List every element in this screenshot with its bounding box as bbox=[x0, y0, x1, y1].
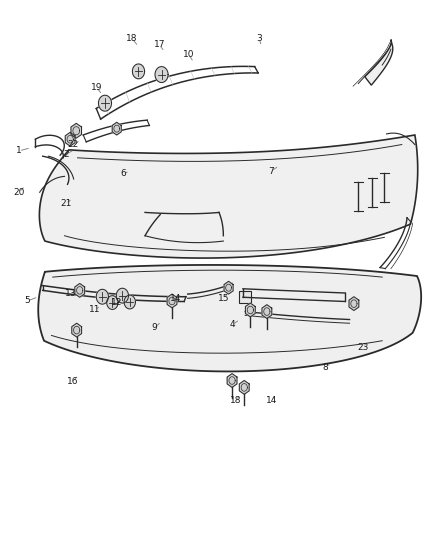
Text: 15: 15 bbox=[218, 294, 229, 303]
Text: 9: 9 bbox=[152, 323, 158, 332]
Polygon shape bbox=[245, 303, 255, 317]
Polygon shape bbox=[239, 381, 249, 394]
Text: 21: 21 bbox=[60, 199, 71, 208]
Polygon shape bbox=[96, 289, 109, 304]
Text: 16: 16 bbox=[67, 377, 78, 386]
Polygon shape bbox=[349, 297, 359, 311]
Polygon shape bbox=[224, 281, 233, 294]
Text: 18: 18 bbox=[230, 395, 241, 405]
Polygon shape bbox=[107, 296, 118, 310]
Polygon shape bbox=[155, 67, 168, 83]
Text: 10: 10 bbox=[183, 50, 194, 59]
Text: 12: 12 bbox=[111, 298, 122, 307]
Text: 6: 6 bbox=[120, 169, 126, 178]
Text: 22: 22 bbox=[67, 140, 79, 149]
Text: 19: 19 bbox=[91, 83, 102, 92]
Text: 11: 11 bbox=[89, 305, 101, 314]
Polygon shape bbox=[365, 39, 393, 85]
Bar bbox=[239, 291, 251, 303]
Polygon shape bbox=[132, 64, 145, 79]
Text: 7: 7 bbox=[268, 166, 274, 175]
Text: 18: 18 bbox=[126, 34, 138, 43]
Text: 2: 2 bbox=[63, 150, 69, 159]
Text: 20: 20 bbox=[13, 188, 25, 197]
Polygon shape bbox=[65, 132, 75, 146]
Polygon shape bbox=[99, 95, 112, 111]
Text: 3: 3 bbox=[256, 34, 262, 43]
Polygon shape bbox=[167, 294, 177, 308]
Text: 14: 14 bbox=[170, 294, 181, 303]
Polygon shape bbox=[71, 123, 81, 138]
Text: 1: 1 bbox=[16, 147, 21, 156]
Polygon shape bbox=[262, 305, 272, 318]
Text: 17: 17 bbox=[154, 41, 165, 50]
Polygon shape bbox=[227, 374, 237, 387]
Text: 23: 23 bbox=[357, 343, 368, 352]
Polygon shape bbox=[117, 288, 128, 303]
Polygon shape bbox=[72, 323, 81, 337]
Text: 14: 14 bbox=[265, 395, 277, 405]
Text: 4: 4 bbox=[229, 320, 235, 329]
Text: 8: 8 bbox=[323, 363, 328, 372]
Polygon shape bbox=[38, 265, 421, 372]
Text: 13: 13 bbox=[65, 288, 77, 297]
Polygon shape bbox=[124, 295, 135, 309]
Polygon shape bbox=[75, 284, 85, 297]
Polygon shape bbox=[39, 135, 418, 258]
Polygon shape bbox=[112, 122, 121, 135]
Text: 5: 5 bbox=[25, 296, 30, 305]
